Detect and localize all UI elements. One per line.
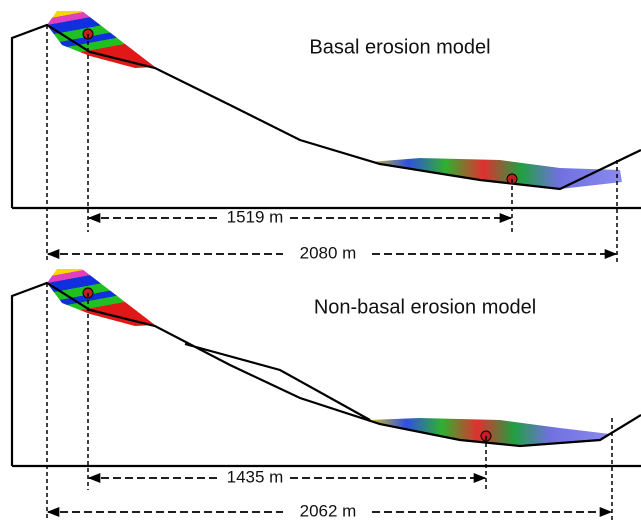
distance-label: 1435 m (227, 467, 284, 486)
distance-label: 2080 m (300, 243, 357, 262)
panel-title: Basal erosion model (309, 36, 490, 58)
distance-label: 1519 m (227, 207, 284, 226)
panel-basal: Basal erosion model 1519 m 2080 m (10, 11, 641, 262)
profile (10, 281, 641, 468)
landslide-source (47, 11, 155, 68)
panel-non-basal: Non-basal erosion model 1435 m 2062 m (10, 269, 641, 520)
deposit (370, 158, 622, 189)
landslide-source (47, 269, 155, 326)
distance-label: 2062 m (300, 501, 357, 520)
deposit (370, 418, 610, 445)
panel-title: Non-basal erosion model (314, 296, 536, 318)
profile (10, 23, 641, 210)
